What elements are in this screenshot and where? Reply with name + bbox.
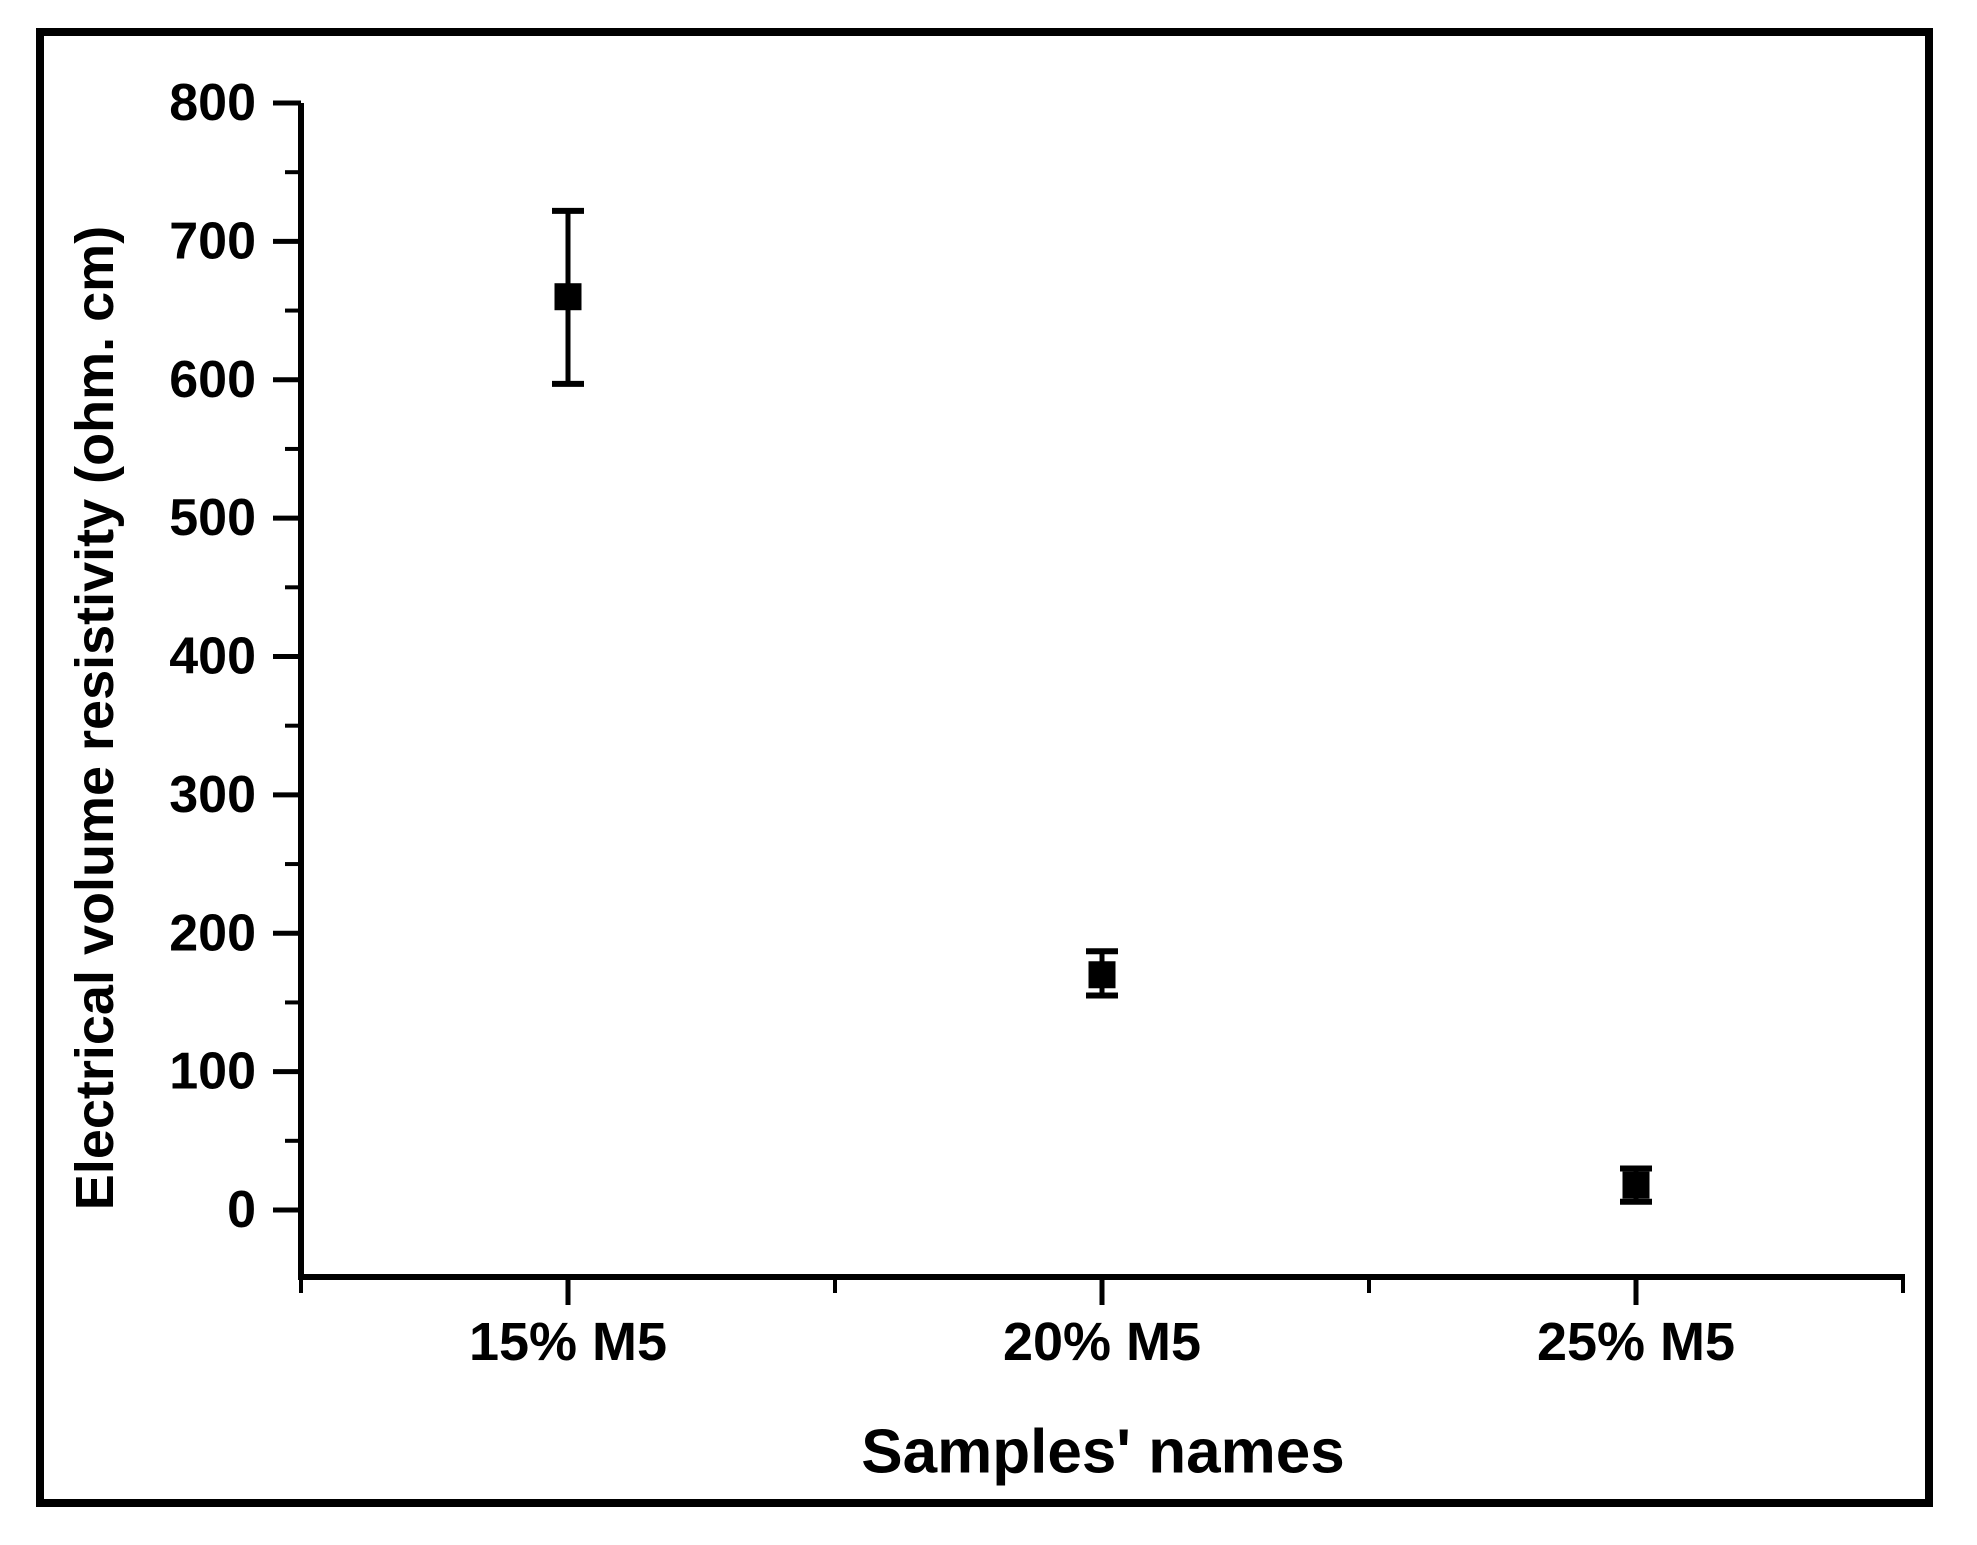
data-point-15-m5 — [552, 207, 584, 387]
y-tick-label: 0 — [227, 1181, 256, 1239]
y-tick-label: 600 — [169, 351, 256, 409]
axes — [298, 103, 1905, 1280]
data-point-marker — [1088, 961, 1116, 989]
x-category-label: 20% M5 — [1003, 1312, 1201, 1372]
y-tick-label: 200 — [169, 904, 256, 962]
x-axis-ticks: 15% M5 20% M5 25% M5 — [299, 1277, 1905, 1372]
data-point-25-m5 — [1620, 1165, 1652, 1205]
y-tick-label: 700 — [169, 212, 256, 270]
data-point-marker — [554, 283, 582, 311]
y-tick-label: 300 — [169, 766, 256, 824]
x-category-label: 25% M5 — [1537, 1312, 1735, 1372]
data-point-marker — [1622, 1171, 1650, 1199]
data-point-20-m5 — [1086, 948, 1118, 999]
figure-border — [36, 28, 1933, 1507]
y-axis-title: Electrical volume resistivity (ohm. cm) — [65, 225, 125, 1211]
axis-spines — [298, 103, 1905, 1280]
y-tick-label: 400 — [169, 628, 256, 686]
y-axis-ticks: 800 700 600 500 400 300 200 100 0 — [169, 74, 301, 1239]
y-tick-label: 800 — [169, 74, 256, 132]
x-category-label: 15% M5 — [469, 1312, 667, 1372]
y-tick-label: 100 — [169, 1043, 256, 1101]
series-electrical-volume-resistivity — [552, 207, 1652, 1205]
y-tick-label: 500 — [169, 489, 256, 547]
x-axis-title: Samples' names — [861, 1417, 1345, 1487]
